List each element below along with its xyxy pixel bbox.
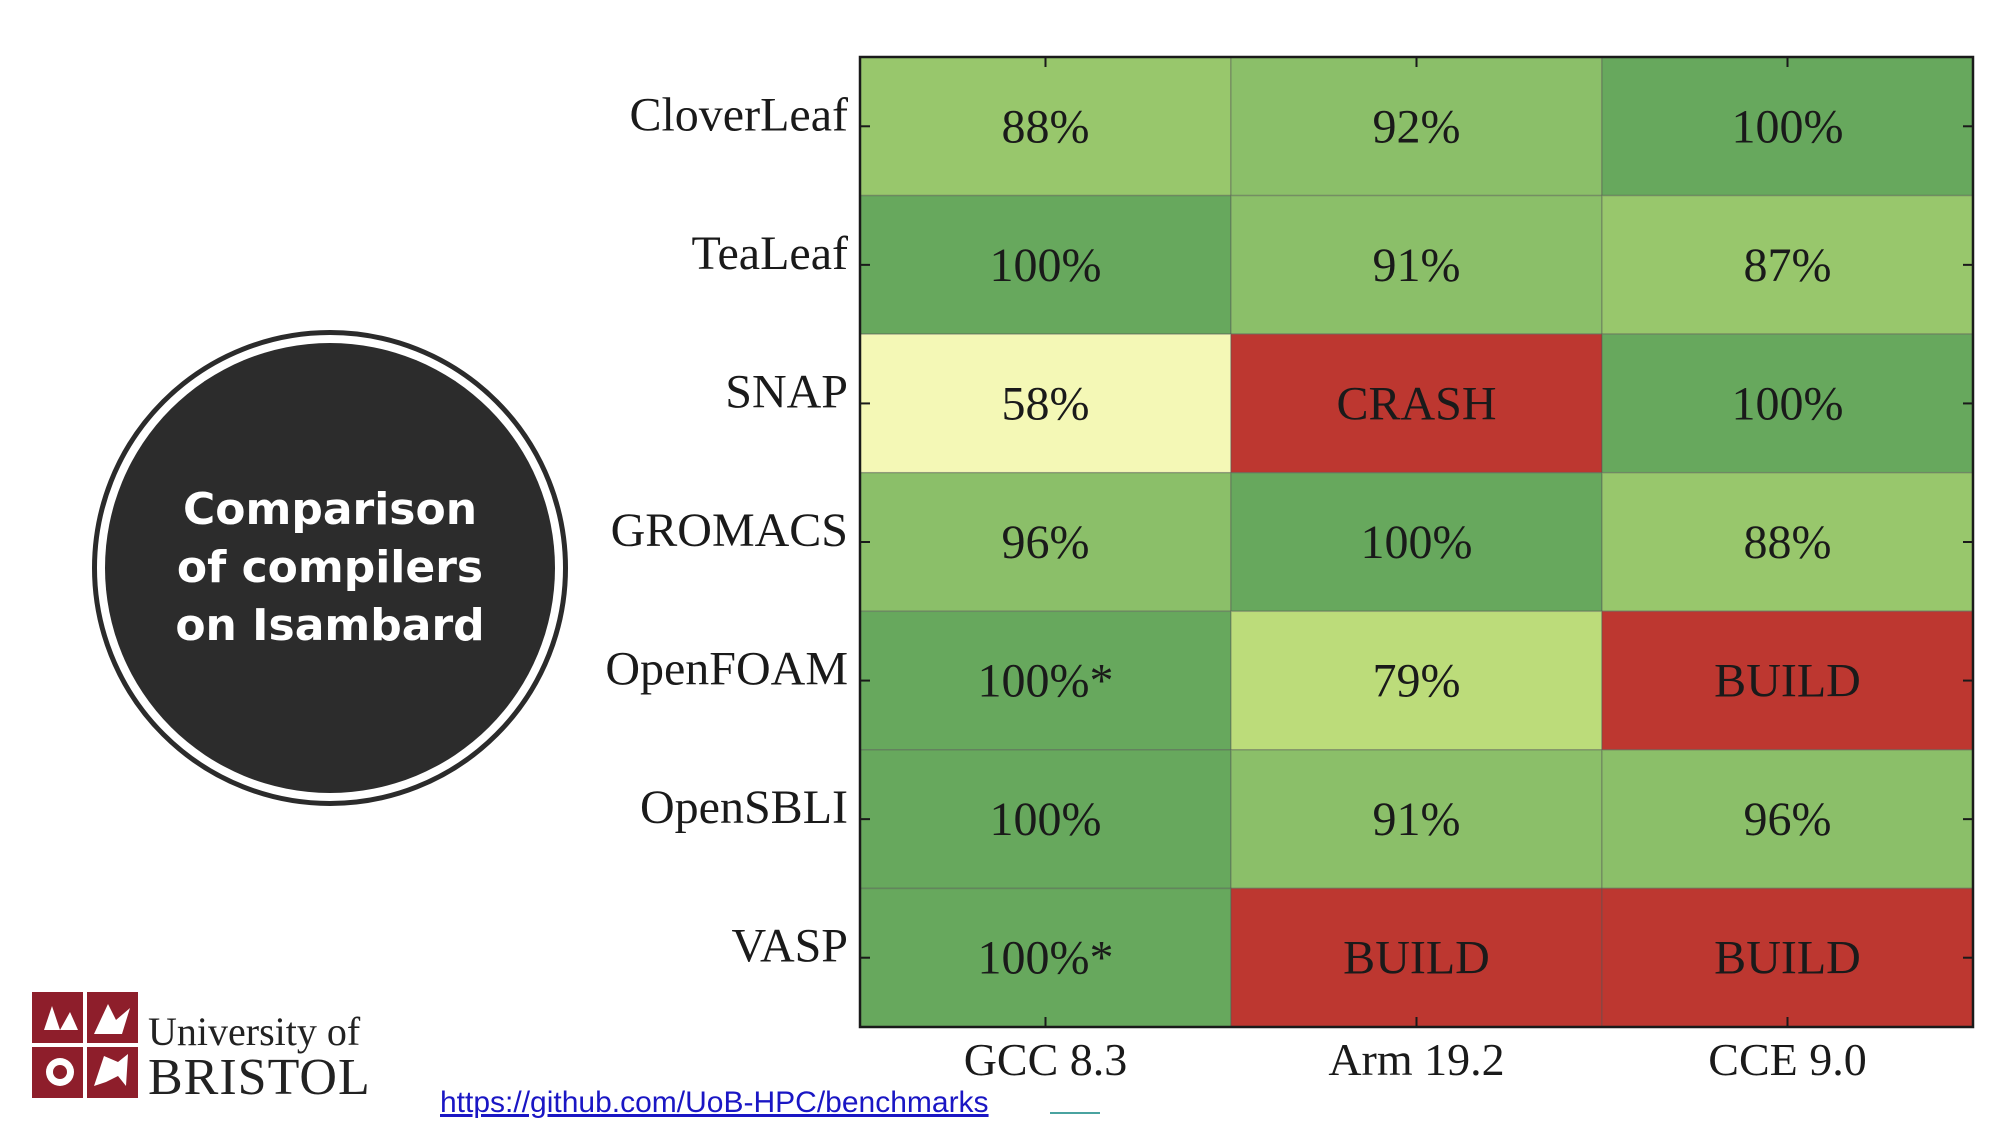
heatmap-cell-tealeaf-cce-9-0 <box>1601 194 1974 335</box>
cell-label-snap-arm-19-2: CRASH <box>1336 377 1496 430</box>
university-crest-icon <box>32 992 138 1098</box>
logo-text-line1: University of <box>148 1009 361 1054</box>
column-label-cce-9-0: CCE 9.0 <box>1708 1034 1866 1085</box>
cell-label-vasp-arm-19-2: BUILD <box>1343 932 1490 985</box>
title-badge-fill: Comparison of compilers on Isambard <box>105 343 555 793</box>
university-logo: University of BRISTOL <box>30 990 390 1106</box>
row-labels: CloverLeaf TeaLeaf SNAP GROMACS OpenFOAM Open… <box>605 88 848 972</box>
cell-label-gromacs-arm-19-2: 100% <box>1361 516 1473 569</box>
heatmap-cell-gromacs-cce-9-0 <box>1601 471 1974 613</box>
cell-label-gromacs-cce-9-0: 88% <box>1744 516 1832 569</box>
benchmarks-link[interactable]: https://github.com/UoB-HPC/benchmarks <box>440 1086 989 1119</box>
row-label-opensbli: OpenSBLI <box>640 781 848 834</box>
heatmap-cell-opensbli-cce-9-0 <box>1601 749 1974 890</box>
cell-label-cloverleaf-arm-19-2: 92% <box>1373 100 1461 153</box>
column-label-gcc-8-3: GCC 8.3 <box>964 1034 1128 1085</box>
column-label-arm-19-2: Arm 19.2 <box>1328 1034 1504 1085</box>
row-label-gromacs: GROMACS <box>611 504 848 557</box>
row-label-openfoam: OpenFOAM <box>605 643 848 696</box>
heatmap-cell-cloverleaf-gcc-8-3 <box>859 56 1232 197</box>
heatmap-cell-snap-gcc-8-3 <box>859 333 1232 474</box>
heatmap-cell-openfoam-gcc-8-3 <box>859 610 1232 751</box>
title-badge: Comparison of compilers on Isambard <box>92 330 568 806</box>
plot-frame <box>858 55 1975 1029</box>
row-label-cloverleaf: CloverLeaf <box>629 88 848 141</box>
cell-label-openfoam-gcc-8-3: 100%* <box>978 655 1114 708</box>
cell-label-openfoam-cce-9-0: BUILD <box>1714 655 1861 708</box>
axis-ticks <box>860 57 1973 1027</box>
heatmap-cell-opensbli-arm-19-2 <box>1230 749 1603 890</box>
row-label-snap: SNAP <box>725 365 848 418</box>
heatmap-cell-openfoam-cce-9-0 <box>1601 610 1974 751</box>
cell-label-gromacs-gcc-8-3: 96% <box>1002 516 1090 569</box>
heatmap-cell-vasp-gcc-8-3 <box>859 887 1232 1028</box>
row-label-tealeaf: TeaLeaf <box>692 227 849 280</box>
heatmap-cell-tealeaf-arm-19-2 <box>1230 194 1603 335</box>
cell-label-opensbli-arm-19-2: 91% <box>1373 793 1461 846</box>
heatmap-cell-openfoam-arm-19-2 <box>1230 610 1603 751</box>
cell-label-opensbli-gcc-8-3: 100% <box>990 793 1102 846</box>
cell-label-opensbli-cce-9-0: 96% <box>1744 793 1832 846</box>
heatmap-cell-cloverleaf-cce-9-0 <box>1601 56 1974 197</box>
row-label-vasp: VASP <box>731 920 848 973</box>
cell-label-cloverleaf-gcc-8-3: 88% <box>1002 100 1090 153</box>
cell-label-cloverleaf-cce-9-0: 100% <box>1732 100 1844 153</box>
heatmap-cell-snap-arm-19-2 <box>1230 333 1603 474</box>
logo-text-line2: BRISTOL <box>148 1049 371 1106</box>
cell-label-openfoam-arm-19-2: 79% <box>1373 655 1461 708</box>
cell-label-tealeaf-arm-19-2: 91% <box>1373 239 1461 292</box>
title-badge-text: Comparison of compilers on Isambard <box>175 484 485 651</box>
cell-label-snap-gcc-8-3: 58% <box>1002 377 1090 430</box>
column-labels: GCC 8.3 Arm 19.2 CCE 9.0 <box>964 1034 1867 1085</box>
heatmap-cells: 88% 92% 100% 100% 91% 87% 58% CRASH 100% 96% 100% 8… <box>859 56 1974 1028</box>
cell-label-tealeaf-cce-9-0: 87% <box>1744 239 1832 292</box>
heatmap-cell-opensbli-gcc-8-3 <box>859 749 1232 890</box>
cell-label-snap-cce-9-0: 100% <box>1732 377 1844 430</box>
cell-label-vasp-gcc-8-3: 100%* <box>978 932 1114 985</box>
heatmap-cell-snap-cce-9-0 <box>1601 333 1974 474</box>
cell-label-tealeaf-gcc-8-3: 100% <box>990 239 1102 292</box>
link-underline-tail <box>1050 1112 1100 1114</box>
cell-label-vasp-cce-9-0: BUILD <box>1714 932 1861 985</box>
heatmap-cell-vasp-cce-9-0 <box>1601 887 1974 1028</box>
